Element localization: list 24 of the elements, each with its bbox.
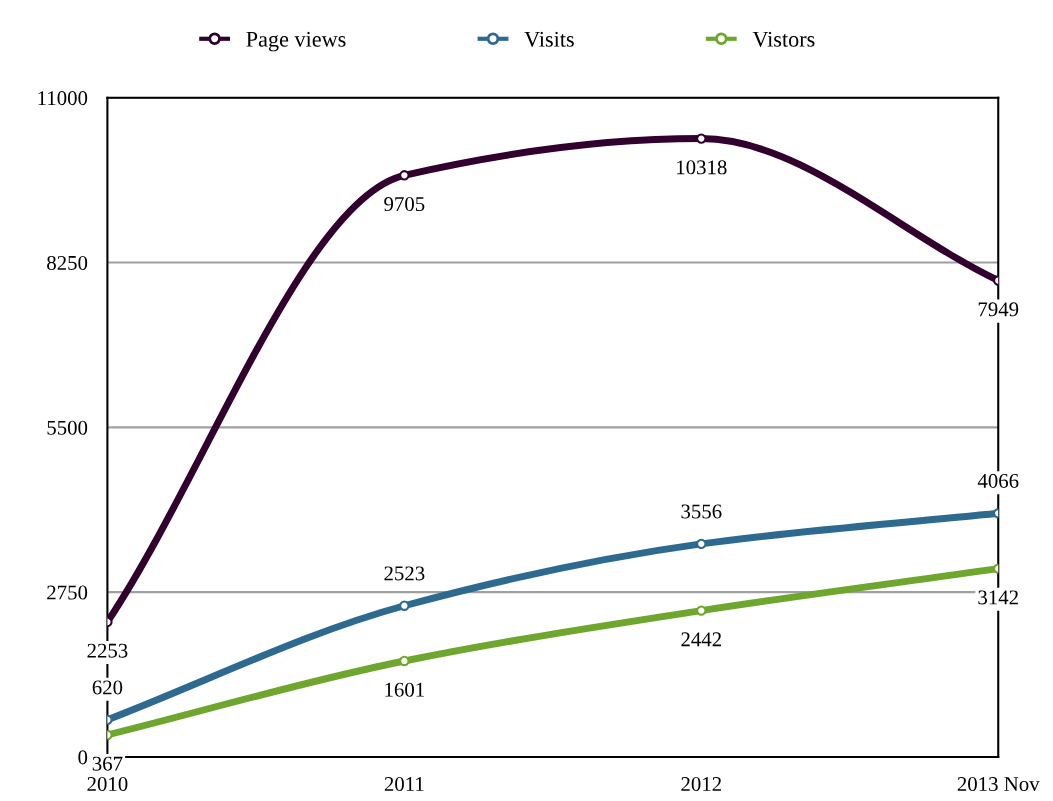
- data-label: 620: [92, 680, 123, 695]
- x-tick-label: 2011: [384, 776, 424, 792]
- data-label: 3142: [978, 590, 1018, 605]
- data-label: 4066: [977, 473, 1019, 488]
- y-tick-label: 2750: [47, 585, 88, 600]
- data-label: 2253: [87, 643, 128, 658]
- y-tick-label: 0: [78, 750, 88, 765]
- legend-label: Vistors: [752, 31, 815, 47]
- x-tick-label: 2010: [87, 776, 128, 792]
- x-tick-label: 2013 Nov: [957, 776, 1040, 792]
- data-label: 7949: [978, 302, 1019, 317]
- data-label: 9705: [384, 197, 425, 212]
- x-tick-label: 2012: [681, 776, 721, 792]
- data-label: 10318: [677, 160, 727, 175]
- legend-label: Visits: [524, 31, 574, 47]
- y-tick-label: 11000: [38, 91, 88, 106]
- data-label: 1601: [385, 682, 424, 697]
- data-label: 3556: [681, 504, 722, 519]
- y-tick-label: 8250: [47, 255, 88, 270]
- data-label: 367: [92, 756, 123, 771]
- y-tick-label: 5500: [47, 420, 88, 435]
- data-label: 2523: [384, 566, 425, 581]
- legend-label: Page views: [246, 31, 346, 52]
- data-label: 2442: [681, 632, 721, 647]
